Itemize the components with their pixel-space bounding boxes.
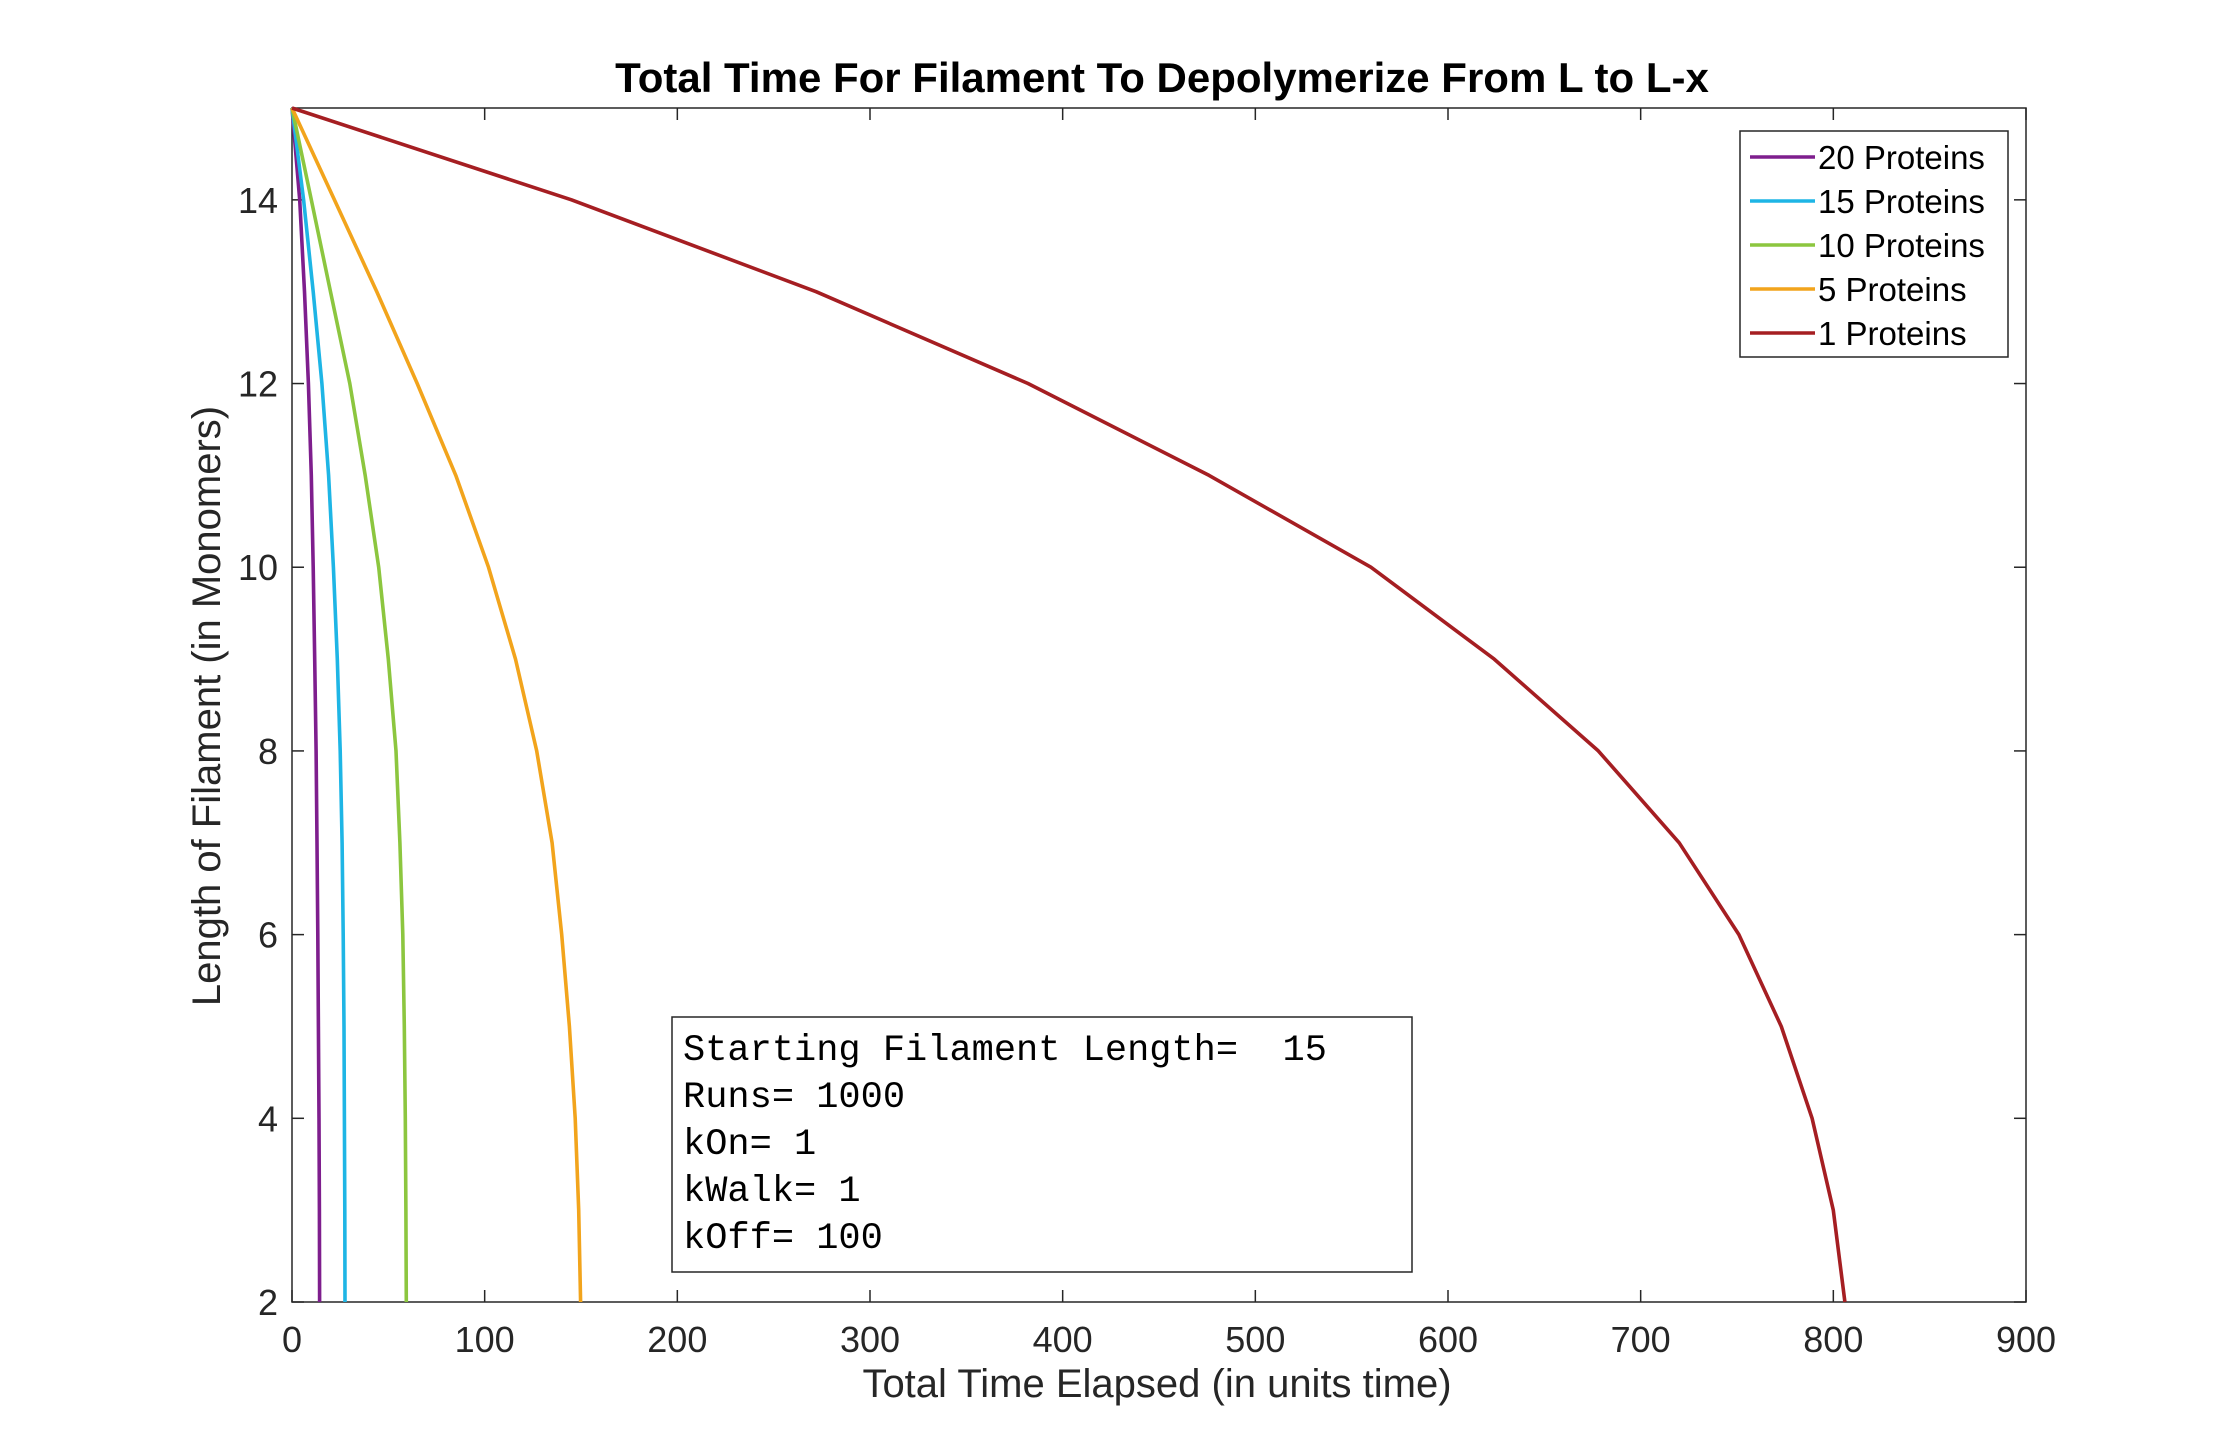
y-tick-label-4: 10 — [238, 547, 278, 588]
y-tick-label-5: 12 — [238, 364, 278, 405]
info-box: Starting Filament Length= 15 Runs= 1000 … — [671, 1016, 1413, 1273]
info-runs: Runs= 1000 — [683, 1077, 905, 1119]
x-tick-label-2: 200 — [647, 1319, 707, 1360]
series-line-4 — [291, 106, 1847, 1303]
chart-title: Total Time For Filament To Depolymerize … — [615, 54, 1709, 101]
info-kwalk: kWalk= 1 — [683, 1171, 861, 1213]
x-tick-label-0: 0 — [282, 1319, 302, 1360]
y-tick-label-3: 8 — [258, 731, 278, 772]
axis-tick-labels: 0 100 200 300 400 500 600 700 800 900 2 4 6 8 10 12 14 — [238, 180, 2056, 1360]
info-box-frame — [671, 1016, 1413, 1273]
y-tick-label-2: 6 — [258, 915, 278, 956]
legend: 20 Proteins 15 Proteins 10 Proteins 5 Prote… — [1739, 130, 2009, 358]
x-tick-label-9: 900 — [1996, 1319, 2056, 1360]
info-starting-length: Starting Filament Length= 15 — [683, 1030, 1327, 1072]
x-tick-label-5: 500 — [1225, 1319, 1285, 1360]
x-tick-label-7: 700 — [1611, 1319, 1671, 1360]
series-line-0 — [290, 107, 322, 1303]
y-axis-label: Length of Filament (in Monomers) — [185, 406, 229, 1006]
y-tick-label-0: 2 — [258, 1282, 278, 1323]
legend-label-0: 20 Proteins — [1818, 139, 1985, 176]
y-tick-label-1: 4 — [258, 1098, 278, 1139]
x-axis-label: Total Time Elapsed (in units time) — [862, 1362, 1451, 1406]
info-koff: kOff= 100 — [683, 1218, 883, 1260]
legend-label-2: 10 Proteins — [1818, 227, 1985, 264]
legend-label-4: 1 Proteins — [1818, 315, 1967, 352]
x-tick-label-8: 800 — [1803, 1319, 1863, 1360]
info-kon: kOn= 1 — [683, 1124, 816, 1166]
series-lines — [290, 106, 1847, 1303]
x-tick-label-6: 600 — [1418, 1319, 1478, 1360]
series-line-2 — [290, 107, 409, 1303]
series-line-1 — [290, 107, 347, 1303]
legend-label-1: 15 Proteins — [1818, 183, 1985, 220]
legend-label-3: 5 Proteins — [1818, 271, 1967, 308]
x-tick-label-4: 400 — [1033, 1319, 1093, 1360]
x-tick-label-1: 100 — [455, 1319, 515, 1360]
x-tick-label-3: 300 — [840, 1319, 900, 1360]
y-tick-label-6: 14 — [238, 180, 278, 221]
axis-ticks — [291, 108, 2027, 1303]
series-line-3 — [290, 107, 583, 1303]
